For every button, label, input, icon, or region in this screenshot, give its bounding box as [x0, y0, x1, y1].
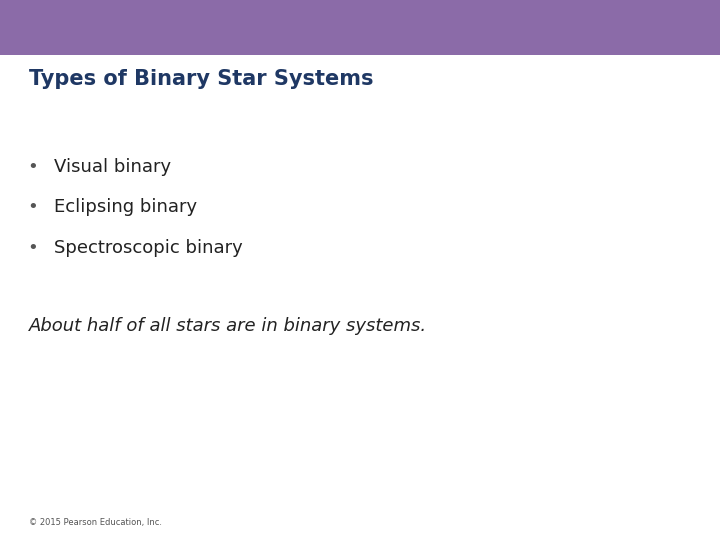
Text: •: • — [27, 158, 37, 176]
FancyBboxPatch shape — [0, 0, 720, 55]
Text: Eclipsing binary: Eclipsing binary — [54, 198, 197, 216]
Text: Visual binary: Visual binary — [54, 158, 171, 176]
Text: •: • — [27, 239, 37, 256]
Text: About half of all stars are in binary systems.: About half of all stars are in binary sy… — [29, 317, 427, 335]
Text: •: • — [27, 198, 37, 216]
Text: Spectroscopic binary: Spectroscopic binary — [54, 239, 243, 256]
Text: Types of Binary Star Systems: Types of Binary Star Systems — [29, 69, 373, 89]
Text: © 2015 Pearson Education, Inc.: © 2015 Pearson Education, Inc. — [29, 517, 162, 526]
